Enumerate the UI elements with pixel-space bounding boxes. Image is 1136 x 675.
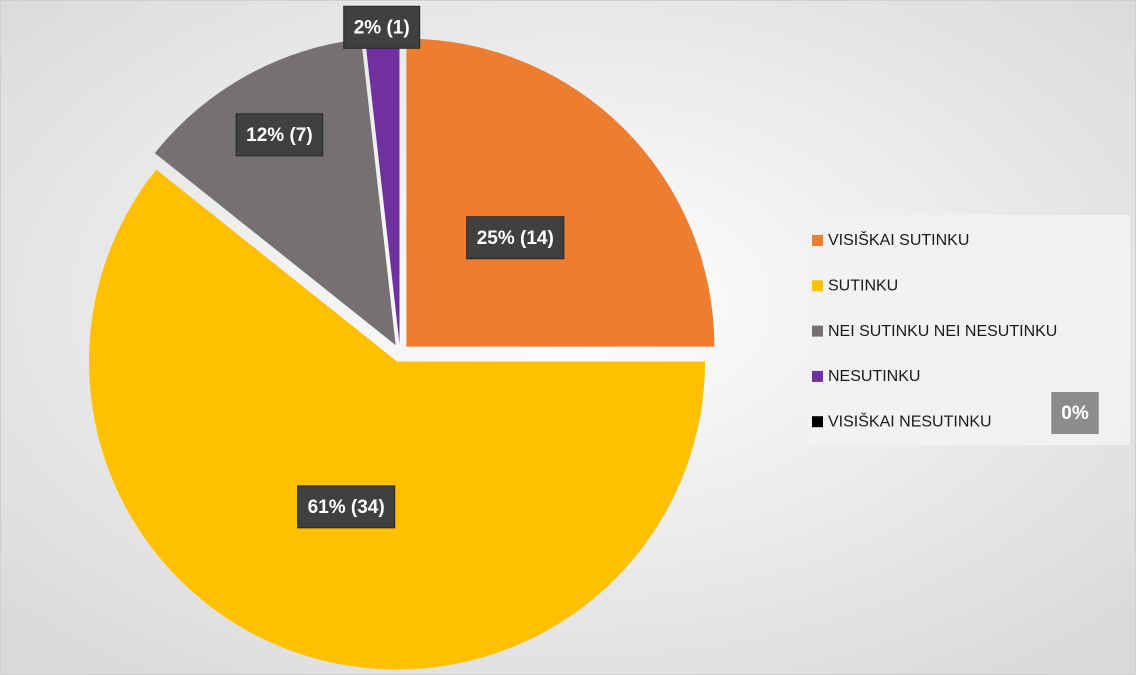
legend-label: VISIŠKAI SUTINKU — [828, 230, 969, 249]
legend-label: NEI SUTINKU NEI NESUTINKU — [828, 323, 1057, 340]
pie-slice — [154, 39, 396, 346]
data-label-box — [235, 113, 324, 157]
legend-swatch — [812, 416, 823, 428]
legend-swatch — [812, 325, 823, 337]
legend-label: NESUTINKU — [828, 368, 920, 385]
data-label: 25% (14) — [477, 228, 554, 249]
data-label-box — [1051, 392, 1099, 434]
data-label: 0% — [1061, 403, 1089, 424]
legend-swatch — [812, 235, 823, 246]
legend-label: SUTINKU — [828, 278, 898, 295]
legend-label: VISIŠKAI NESUTINKU — [828, 411, 992, 430]
pie-slice — [365, 36, 400, 345]
data-label-box — [343, 5, 421, 49]
data-label-box — [466, 216, 565, 260]
legend-swatch — [812, 370, 823, 382]
data-label: 2% (1) — [354, 17, 410, 38]
legend-swatch — [812, 280, 823, 292]
pie-slice — [406, 38, 715, 347]
data-label: 61% (34) — [308, 497, 385, 518]
pie-slice — [89, 169, 706, 670]
data-label: 12% (7) — [246, 125, 313, 146]
data-label-box — [297, 485, 396, 529]
